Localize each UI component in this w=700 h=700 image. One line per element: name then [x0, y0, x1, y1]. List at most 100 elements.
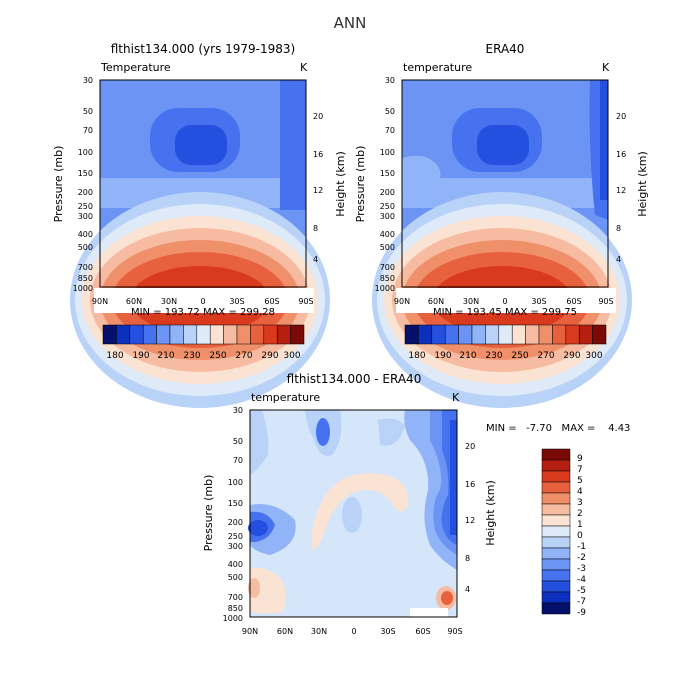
x-tick-label: 60N — [126, 297, 142, 306]
diff-contour-lowlat-cool — [250, 410, 269, 475]
y-tick-label: 500 — [380, 243, 395, 252]
diff-contour-midlat-cool — [378, 418, 405, 446]
y-right-tick-label: 8 — [313, 224, 318, 233]
colorbar-swatch — [129, 324, 144, 345]
y-tick-label: 700 — [78, 263, 93, 272]
diff-contour-surface-warmer — [248, 578, 260, 598]
colorbar-swatch — [196, 324, 211, 345]
y-tick-label: 400 — [228, 560, 243, 569]
panel-diff-y-axis-right: 20 16 12 8 4 — [465, 442, 475, 594]
colorbar-labels: 180 190 210 230 250 270 290 300 — [106, 351, 300, 361]
colorbar-swatch — [169, 324, 184, 345]
x-tick-label: 90S — [598, 297, 613, 306]
colorbar-swatch — [209, 324, 224, 345]
x-tick-label: 30S — [531, 297, 546, 306]
panel-diff-colorbar: 9 7 5 4 3 2 1 0 -1 -2 -3 -4 -5 -7 -9 — [541, 448, 586, 618]
y-tick-label: 300 — [228, 542, 243, 551]
colorbar-swatch — [142, 324, 157, 345]
panel-diff-x-axis: 90N 60N 30N 0 30S 60S 90S — [242, 627, 463, 636]
colorbar-swatch — [541, 470, 571, 483]
colorbar-swatch — [458, 324, 473, 345]
colorbar-label: 180 — [106, 351, 123, 361]
y-right-tick-label: 20 — [313, 112, 323, 121]
panel-obs-subtitle-right: K — [602, 61, 610, 74]
y-right-tick-label: 4 — [616, 255, 621, 264]
colorbar-label: 300 — [585, 351, 602, 361]
colorbar-label: 250 — [209, 351, 226, 361]
panel-diff-y-axis: 30 50 70 100 150 200 250 300 400 500 700… — [223, 406, 243, 623]
panel-obs-stats: MIN = 193.45 MAX = 299.75 — [433, 307, 577, 318]
y-tick-label: 850 — [78, 274, 93, 283]
x-tick-label: 0 — [502, 297, 507, 306]
panel-diff-stats: MIN = -7.70 MAX = 4.43 — [486, 423, 630, 434]
panel-obs-mask-bottom — [396, 288, 616, 313]
colorbar-label: 300 — [283, 351, 300, 361]
colorbar-swatch — [541, 536, 571, 549]
colorbar-swatch — [156, 324, 171, 345]
y-tick-label: 500 — [228, 573, 243, 582]
colorbar-label: 210 — [157, 351, 174, 361]
x-tick-label: 30N — [463, 297, 479, 306]
y-right-tick-label: 16 — [313, 150, 323, 159]
colorbar-swatch — [444, 324, 459, 345]
colorbar-label: 250 — [511, 351, 528, 361]
y-tick-label: 850 — [380, 274, 395, 283]
panel-obs-y-axis: 30 50 70 100 150 200 250 300 400 500 700… — [375, 76, 395, 293]
panel-obs-ylabel-right: Height (km) — [636, 151, 649, 217]
colorbar-label: 270 — [235, 351, 252, 361]
colorbar-label: -1 — [577, 542, 586, 552]
y-right-tick-label: 12 — [465, 516, 475, 525]
colorbar-label: 190 — [132, 351, 149, 361]
colorbar-label: 210 — [459, 351, 476, 361]
y-tick-label: 700 — [380, 263, 395, 272]
y-tick-label: 1000 — [73, 284, 93, 293]
x-tick-label: 60S — [566, 297, 581, 306]
colorbar-swatch — [541, 569, 571, 582]
colorbar-swatch — [592, 324, 607, 345]
colorbar-label: 0 — [577, 531, 583, 541]
x-tick-label: 60S — [264, 297, 279, 306]
page-title: ANN — [334, 14, 367, 32]
panel-obs-colorbar: 180 190 210 230 250 270 290 300 — [404, 324, 607, 361]
panel-model-frame — [99, 79, 307, 288]
panel-diff-ylabel: Pressure (mb) — [202, 475, 215, 552]
x-tick-label: 90N — [394, 297, 410, 306]
colorbar-swatch — [263, 324, 278, 345]
y-right-tick-label: 4 — [465, 585, 470, 594]
colorbar-swatch — [541, 481, 571, 494]
panel-model-ylabel: Pressure (mb) — [52, 146, 65, 223]
x-tick-label: 60S — [415, 627, 430, 636]
panel-obs-frame — [401, 79, 609, 288]
diff-contour-pole-warmer — [441, 591, 453, 605]
colorbar-label: -2 — [577, 553, 586, 563]
colorbar-label: -9 — [577, 608, 586, 618]
y-tick-label: 300 — [380, 212, 395, 221]
panel-model-y-axis: 30 50 70 100 150 200 250 300 400 500 700… — [73, 76, 93, 293]
y-right-tick-label: 16 — [465, 480, 475, 489]
y-tick-label: 250 — [78, 202, 93, 211]
colorbar-swatch — [541, 547, 571, 560]
colorbar-label: 4 — [577, 487, 583, 497]
y-tick-label: 30 — [233, 406, 243, 415]
colorbar-label: -4 — [577, 575, 586, 585]
colorbar-swatch — [541, 492, 571, 505]
colorbar-swatch — [541, 602, 571, 615]
y-tick-label: 700 — [228, 593, 243, 602]
panel-diff-subtitle-right: K — [452, 391, 460, 404]
panel-obs-ylabel: Pressure (mb) — [354, 146, 367, 223]
panel-obs-subtitle-left: temperature — [403, 61, 472, 74]
colorbar-swatch — [431, 324, 446, 345]
y-tick-label: 100 — [380, 148, 395, 157]
colorbar-swatch — [541, 448, 571, 461]
colorbar-swatch — [541, 525, 571, 538]
x-tick-label: 90S — [447, 627, 462, 636]
x-tick-label: 90N — [92, 297, 108, 306]
colorbar-label: 2 — [577, 509, 583, 519]
colorbar-swatches — [541, 448, 571, 615]
colorbar-labels: 9 7 5 4 3 2 1 0 -1 -2 -3 -4 -5 -7 -9 — [577, 454, 586, 618]
panel-obs-x-axis: 90N 60N 30N 0 30S 60S 90S — [394, 297, 614, 306]
x-tick-label: 90N — [242, 627, 258, 636]
panel-model-subtitle-right: K — [300, 61, 308, 74]
x-tick-label: 90S — [298, 297, 313, 306]
x-tick-label: 0 — [200, 297, 205, 306]
